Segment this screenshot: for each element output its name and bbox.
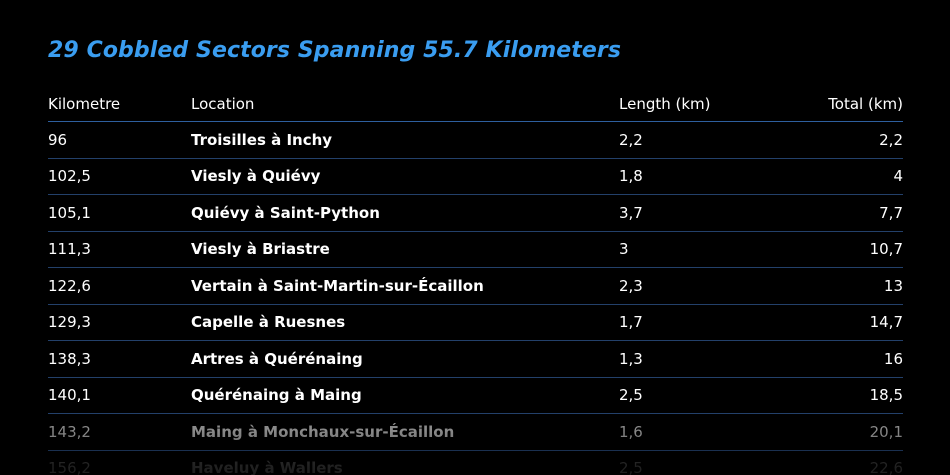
cell-length: 2,5 — [619, 459, 643, 475]
cell-location: Quiévy à Saint-Python — [191, 194, 619, 232]
cell-location: Troisilles à Inchy — [191, 121, 619, 159]
table-row: 122,6 Vertain à Saint-Martin-sur-Écaillo… — [48, 267, 903, 305]
cell-length: 2,3 — [619, 267, 769, 305]
cell-location: Capelle à Ruesnes — [191, 304, 619, 341]
cell-length: 1,7 — [619, 304, 769, 341]
table-row: 129,3 Capelle à Ruesnes 1,7 14,7 — [48, 304, 903, 341]
table-row: 96 Troisilles à Inchy 2,2 2,2 — [48, 121, 903, 159]
table-row: 102,5 Viesly à Quiévy 1,8 4 — [48, 158, 903, 195]
cell-location: Viesly à Briastre — [191, 231, 619, 268]
cell-kilometre: 129,3 — [48, 304, 191, 341]
table-row: 111,3 Viesly à Briastre 3 10,7 — [48, 231, 903, 268]
cell-kilometre: 105,1 — [48, 194, 191, 232]
cell-kilometre: 140,1 — [48, 377, 191, 414]
cell-kilometre: 143,2 — [48, 413, 191, 451]
cell-total: 10,7 — [769, 231, 903, 268]
cell-location: Haveluy à Wallers — [191, 459, 343, 475]
cell-total: 7,7 — [769, 194, 903, 232]
cobbled-sectors-table: Kilometre Location Length (km) Total (km… — [48, 86, 903, 475]
cell-length: 2,2 — [619, 121, 769, 159]
table-row: 156,2 Haveluy à Wallers 2,5 22,6 — [48, 450, 903, 475]
cell-kilometre: 102,5 — [48, 158, 191, 195]
cell-length: 1,8 — [619, 158, 769, 195]
header-total: Total (km) — [769, 86, 903, 122]
header-length: Length (km) — [619, 86, 769, 122]
cell-total: 18,5 — [769, 377, 903, 414]
cell-total: 22,6 — [869, 459, 903, 475]
cell-kilometre: 122,6 — [48, 267, 191, 305]
cell-kilometre: 138,3 — [48, 340, 191, 378]
cell-length: 3 — [619, 231, 769, 268]
cell-kilometre: 96 — [48, 121, 191, 159]
cell-location: Vertain à Saint-Martin-sur-Écaillon — [191, 267, 619, 305]
cell-length: 1,6 — [619, 413, 769, 451]
cell-location: Viesly à Quiévy — [191, 158, 619, 195]
header-location: Location — [191, 86, 619, 122]
cell-kilometre: 111,3 — [48, 231, 191, 268]
page-title: 29 Cobbled Sectors Spanning 55.7 Kilomet… — [48, 38, 622, 63]
table-row: 140,1 Quérénaing à Maing 2,5 18,5 — [48, 377, 903, 414]
cell-location: Maing à Monchaux-sur-Écaillon — [191, 413, 619, 451]
table-header-row: Kilometre Location Length (km) Total (km… — [48, 86, 903, 122]
cell-total: 14,7 — [769, 304, 903, 341]
cell-total: 16 — [769, 340, 903, 378]
cell-total: 2,2 — [769, 121, 903, 159]
table-row: 143,2 Maing à Monchaux-sur-Écaillon 1,6 … — [48, 413, 903, 451]
cell-total: 13 — [769, 267, 903, 305]
header-kilometre: Kilometre — [48, 86, 191, 122]
cell-length: 2,5 — [619, 377, 769, 414]
cell-total: 4 — [769, 158, 903, 195]
cell-total: 20,1 — [769, 413, 903, 451]
sectors-table: Kilometre Location Length (km) Total (km… — [48, 86, 903, 475]
table-row: 105,1 Quiévy à Saint-Python 3,7 7,7 — [48, 194, 903, 232]
cell-kilometre: 156,2 — [48, 459, 91, 475]
cell-location: Quérénaing à Maing — [191, 377, 619, 414]
table-row: 138,3 Artres à Quérénaing 1,3 16 — [48, 340, 903, 378]
cell-location: Artres à Quérénaing — [191, 340, 619, 378]
cell-length: 3,7 — [619, 194, 769, 232]
cell-length: 1,3 — [619, 340, 769, 378]
